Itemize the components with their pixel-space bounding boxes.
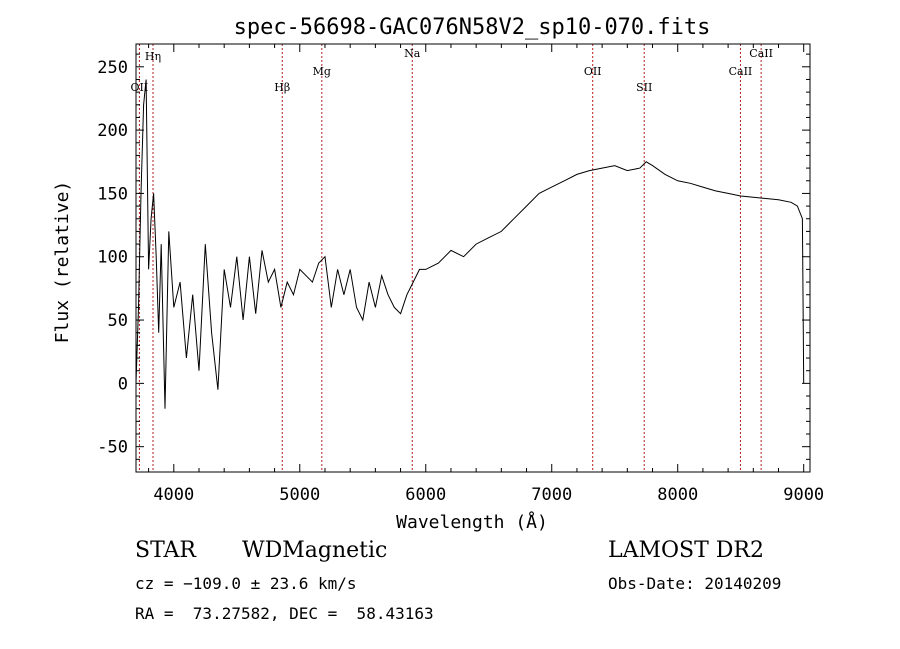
- plot-frame: [135, 43, 811, 473]
- spectral-line-label: Hβ: [274, 81, 290, 94]
- object-subclass: WDMagnetic: [242, 538, 388, 563]
- y-tick-label: 0: [118, 374, 128, 394]
- observation-date: Obs-Date: 20140209: [608, 574, 782, 593]
- x-tick-label: 4000: [153, 485, 194, 505]
- y-tick-label: 150: [97, 184, 128, 204]
- x-tick-label: 5000: [279, 485, 320, 505]
- y-axis-label: Flux (relative): [52, 181, 73, 344]
- spectral-line-label: OII: [584, 65, 602, 78]
- spectral-line-label: Mg: [313, 65, 331, 78]
- chart-title: spec-56698-GAC076N58V2_sp10-070.fits: [234, 15, 711, 40]
- y-tick-label: -50: [97, 438, 128, 458]
- x-tick-label: 9000: [783, 485, 824, 505]
- coordinates: RA = 73.27582, DEC = 58.43163: [135, 604, 434, 623]
- x-tick-label: 7000: [531, 485, 572, 505]
- y-tick-label: 100: [97, 248, 128, 268]
- spectrum-line: [135, 79, 805, 409]
- redshift-velocity: cz = −109.0 ± 23.6 km/s: [135, 574, 357, 593]
- survey-name: LAMOST DR2: [608, 538, 764, 563]
- x-axis: 4000 5000 6000 7000 8000 9000: [148, 44, 824, 505]
- y-tick-label: 250: [97, 58, 128, 78]
- spectral-line-label: Hη: [145, 50, 161, 63]
- y-tick-label: 50: [108, 311, 128, 331]
- y-axis: -50 0 50 100 150 200 250: [97, 53, 810, 460]
- spectral-line-label: CaII: [749, 47, 773, 60]
- spectral-line-markers: OII Hη Hβ Mg Na OII SII CaII CaII: [131, 44, 773, 472]
- spectral-line-label: SII: [636, 81, 652, 94]
- spectral-line-label: CaII: [729, 65, 753, 78]
- spectral-line-label: OII: [131, 81, 149, 94]
- y-tick-label: 200: [97, 121, 128, 141]
- x-axis-label: Wavelength (Å): [396, 511, 548, 533]
- object-class: STAR: [135, 538, 196, 563]
- x-tick-label: 6000: [405, 485, 446, 505]
- x-tick-label: 8000: [657, 485, 698, 505]
- spectral-line-label: Na: [404, 47, 421, 60]
